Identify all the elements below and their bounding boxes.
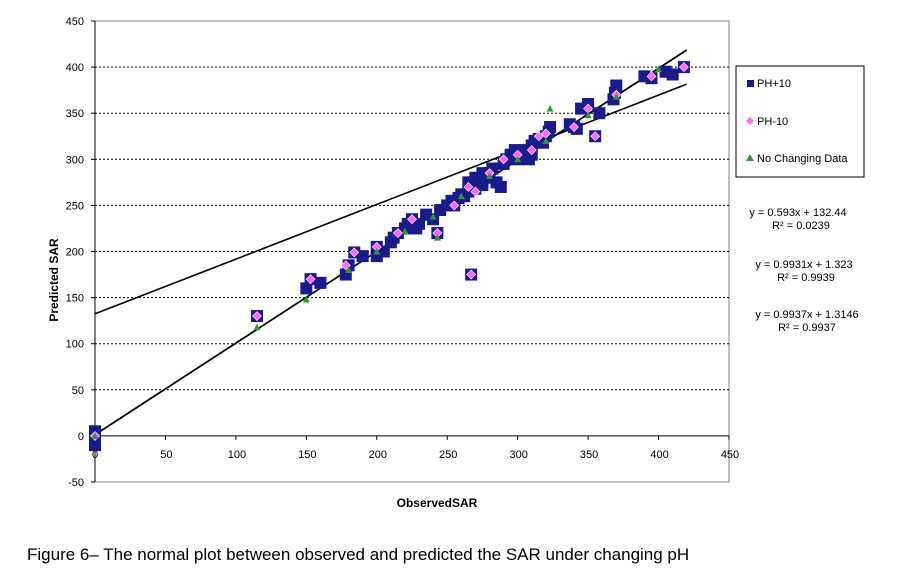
point-ph-minus-10 — [590, 131, 601, 142]
point-ph-plus-10 — [666, 68, 679, 81]
point-ph-minus-10 — [463, 182, 474, 192]
point-ph-plus-10 — [413, 217, 426, 230]
x-tick-label: 200 — [369, 449, 387, 461]
data-points — [89, 61, 690, 452]
point-ph-plus-10 — [314, 276, 327, 289]
y-tick-label: 200 — [66, 247, 84, 259]
y-tick-label: 350 — [66, 108, 84, 120]
point-ph-minus-10 — [407, 214, 417, 225]
point-no-changing-data — [514, 155, 522, 163]
figure-caption: Figure 6– The normal plot between observ… — [27, 545, 690, 564]
y-tick-label: 450 — [66, 16, 84, 28]
point-no-changing-data — [542, 137, 550, 144]
x-tick-label: 350 — [580, 449, 598, 461]
trend-equation-3: y = 0.9937x + 1.3146 — [755, 309, 858, 321]
point-no-changing-data — [485, 172, 493, 179]
trend-r2-3: R² = 0.9937 — [778, 322, 836, 334]
scatter-chart: -50 0 50 100 150 200 250 300 350 400 450 0 50 100 150 2… — [47, 16, 865, 510]
trendline-equations: y = 0.593x + 132.44 R² = 0.0239 y = 0.99… — [749, 207, 858, 334]
point-ph-minus-10 — [533, 131, 544, 142]
legend-marker-ph-plus-10 — [747, 80, 754, 87]
point-no-changing-data — [612, 93, 620, 100]
point-ph-minus-10 — [526, 145, 537, 156]
legend-box — [735, 65, 865, 178]
point-ph-plus-10 — [494, 180, 507, 193]
trend-equation-1: y = 0.593x + 132.44 — [749, 207, 846, 219]
point-ph-minus-10 — [349, 247, 360, 258]
y-tick-label: -50 — [68, 477, 84, 489]
y-tick-label: 250 — [66, 200, 84, 212]
y-tick-label: 400 — [66, 62, 84, 74]
point-no-changing-data — [457, 192, 465, 200]
point-ph-plus-10 — [300, 282, 313, 295]
trendline-1 — [94, 83, 688, 315]
y-tick-label: 50 — [72, 385, 84, 397]
point-ph-minus-10 — [646, 71, 657, 82]
x-tick-label: 250 — [439, 449, 457, 461]
point-ph-minus-10 — [466, 269, 477, 280]
legend-label-no-changing-data: No Changing Data — [757, 153, 848, 165]
x-tick-label: 150 — [298, 449, 316, 461]
point-ph-minus-10 — [252, 311, 262, 321]
point-ph-minus-10 — [470, 186, 481, 197]
point-no-changing-data — [429, 212, 437, 220]
point-ph-plus-10 — [593, 107, 606, 120]
x-tick-label: 300 — [509, 449, 527, 461]
legend-label-ph-plus-10: PH+10 — [757, 78, 791, 90]
point-no-changing-data — [253, 323, 261, 331]
trend-r2-1: R² = 0.0239 — [772, 220, 830, 232]
point-ph-minus-10 — [498, 154, 509, 165]
y-tick-label: 0 — [78, 431, 84, 443]
x-tick-label: 400 — [650, 449, 668, 461]
x-axis-title: ObservedSAR — [397, 496, 478, 510]
point-no-changing-data — [433, 234, 441, 241]
y-tick-label: 150 — [66, 293, 84, 305]
y-tick-label: 100 — [66, 339, 84, 351]
point-ph-minus-10 — [449, 200, 460, 211]
legend-marker-ph-minus-10 — [746, 117, 754, 125]
legend-label-ph-minus-10: PH-10 — [757, 116, 788, 128]
x-tick-label: 0 — [92, 449, 98, 461]
point-ph-minus-10 — [305, 274, 316, 285]
trend-r2-2: R² = 0.9939 — [777, 272, 835, 284]
point-ph-plus-10 — [89, 439, 101, 452]
point-no-changing-data — [345, 266, 353, 273]
point-no-changing-data — [302, 295, 310, 303]
point-ph-minus-10 — [392, 228, 403, 238]
point-ph-plus-10 — [356, 250, 369, 263]
legend: PH+10 PH-10 No Changing Data — [735, 65, 865, 178]
x-tick-label: 100 — [228, 449, 246, 461]
point-no-changing-data — [401, 227, 409, 235]
point-ph-plus-10 — [370, 250, 383, 263]
point-ph-minus-10 — [569, 122, 579, 132]
point-no-changing-data — [584, 111, 592, 119]
point-ph-plus-10 — [610, 79, 623, 92]
point-ph-minus-10 — [678, 62, 689, 73]
point-no-changing-data — [91, 432, 99, 439]
point-no-changing-data — [655, 65, 663, 72]
gridlines — [95, 66, 729, 391]
y-tick-label: 300 — [66, 154, 84, 166]
trend-equation-2: y = 0.9931x + 1.323 — [755, 259, 852, 271]
legend-marker-no-changing-data — [746, 154, 754, 161]
tick-labels: -50 0 50 100 150 200 250 300 350 400 450 0 50 100 150 2… — [66, 16, 740, 489]
x-tick-label: 450 — [721, 449, 739, 461]
point-no-changing-data — [373, 248, 381, 255]
y-axis-title: Predicted SAR — [47, 238, 61, 322]
point-no-changing-data — [546, 105, 554, 112]
x-tick-label: 50 — [160, 449, 172, 461]
point-ph-plus-10 — [377, 245, 390, 258]
